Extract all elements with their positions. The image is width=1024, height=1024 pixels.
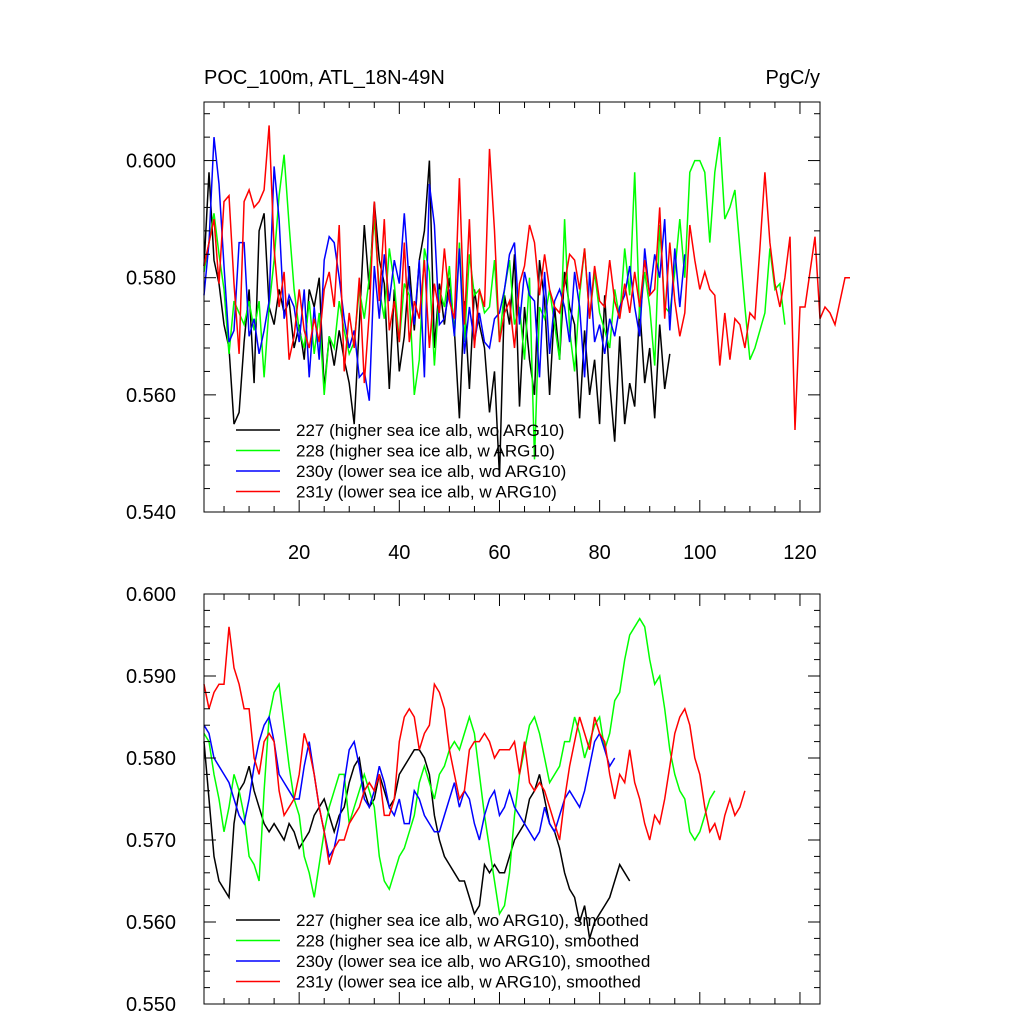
y-tick-label: 0.540	[126, 502, 176, 524]
legend-label-2: 230y (lower sea ice alb, wo ARG10)	[296, 462, 566, 481]
top-legend: 227 (higher sea ice alb, wo ARG10) 228 (h…	[236, 421, 566, 502]
bottom-axis-ticks: 0.550 0.560 0.570 0.580 0.590 0.600	[126, 584, 820, 1016]
top-series-lines	[203, 125, 850, 477]
top-plot-frame	[203, 101, 821, 513]
series-line-0-3	[203, 125, 850, 431]
x-tick-label: 60	[488, 542, 510, 564]
bottom-legend: 227 (higher sea ice alb, wo ARG10), smoo…	[236, 911, 650, 992]
legend-label-3: 231y (lower sea ice alb, w ARG10)	[296, 483, 557, 502]
y-tick-label: 0.570	[126, 830, 176, 852]
x-tick-label: 20	[288, 542, 310, 564]
top-panel: POC_100m, ATL_18N-49N PgC/y 20 40 60 80 100 1…	[126, 67, 850, 564]
series-line-1-1	[203, 617, 716, 916]
y-tick-label: 0.590	[126, 666, 176, 688]
y-tick-label: 0.560	[126, 912, 176, 934]
legend-label-2: 230y (lower sea ice alb, wo ARG10), smoo…	[296, 952, 650, 971]
y-tick-label: 0.550	[126, 994, 176, 1016]
series-line-0-0	[203, 160, 671, 477]
series-line-0-2	[203, 137, 686, 401]
x-tick-label: 80	[589, 542, 611, 564]
series-line-1-0	[203, 741, 631, 939]
y-tick-label: 0.580	[126, 268, 176, 290]
legend-label-3: 231y (lower sea ice alb, w ARG10), smoot…	[296, 973, 641, 992]
bottom-plot-frame	[203, 593, 821, 1005]
legend-label-0: 227 (higher sea ice alb, wo ARG10), smoo…	[296, 911, 648, 930]
legend-label-1: 228 (higher sea ice alb, w ARG10), smoot…	[296, 932, 639, 951]
y-tick-label: 0.560	[126, 385, 176, 407]
y-tick-label: 0.600	[126, 584, 176, 606]
series-line-1-2	[203, 714, 616, 859]
y-tick-label: 0.600	[126, 151, 176, 173]
bottom-panel: 0.550 0.560 0.570 0.580 0.590 0.600 227 (high…	[126, 584, 821, 1016]
x-tick-label: 100	[683, 542, 716, 564]
top-chart-units: PgC/y	[766, 67, 820, 89]
series-line-1-3	[203, 626, 746, 865]
y-tick-label: 0.580	[126, 748, 176, 770]
legend-label-1: 228 (higher sea ice alb, w ARG10)	[296, 442, 555, 461]
x-tick-label: 40	[388, 542, 410, 564]
legend-label-0: 227 (higher sea ice alb, wo ARG10)	[296, 421, 564, 440]
top-chart-title: POC_100m, ATL_18N-49N	[204, 67, 445, 89]
bottom-series-lines	[203, 617, 746, 939]
series-line-0-1	[203, 136, 786, 460]
x-tick-label: 120	[783, 542, 816, 564]
top-axis-ticks: 20 40 60 80 100 120 0.540 0.560 0.580 0.600	[126, 102, 820, 564]
